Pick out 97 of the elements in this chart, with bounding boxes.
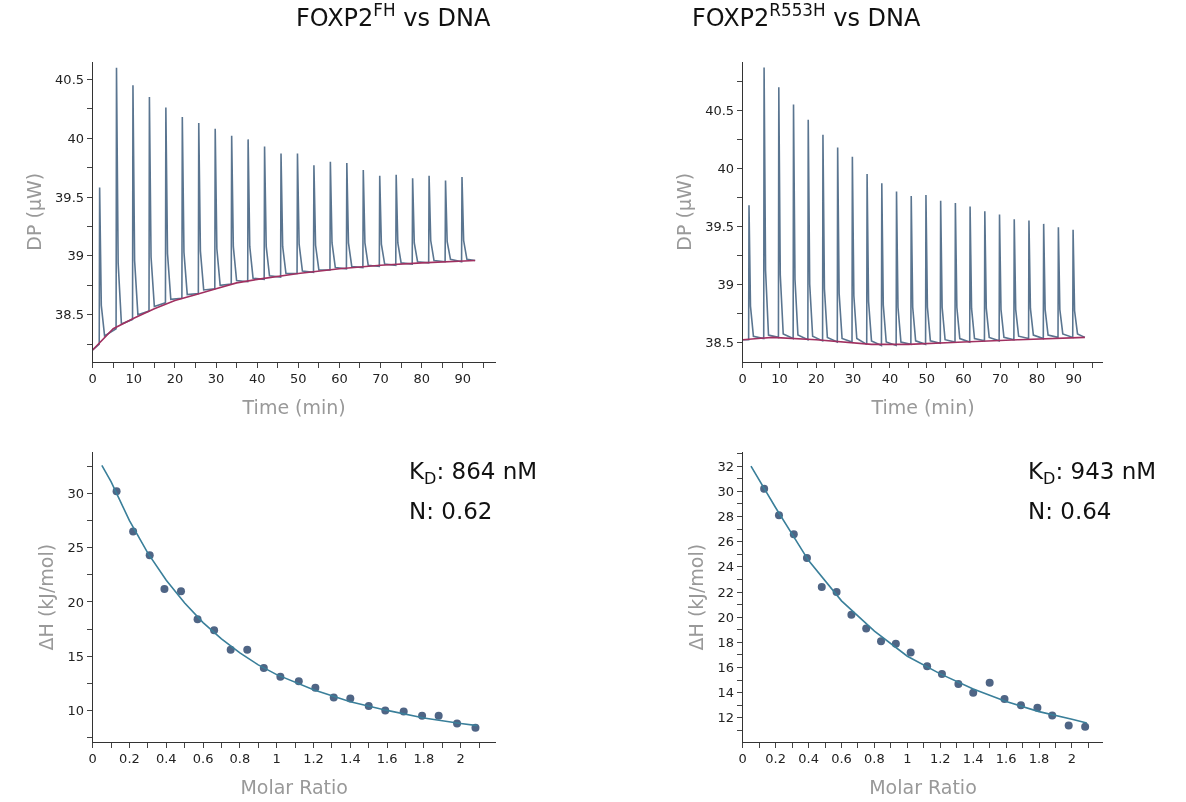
point bbox=[176, 587, 185, 596]
point bbox=[1064, 721, 1073, 730]
x-tick-label: 0 bbox=[88, 371, 97, 387]
y-tick-label: 20 bbox=[67, 594, 85, 610]
x-tick-label: 70 bbox=[372, 371, 389, 387]
y-tick-label: 30 bbox=[717, 483, 735, 499]
x-tick-label: 0.8 bbox=[864, 751, 885, 767]
x-tick-label: 0.2 bbox=[119, 751, 140, 767]
x-tick-label: 1.6 bbox=[995, 751, 1017, 767]
x-tick-label: 2 bbox=[456, 751, 465, 767]
x-tick-label: 70 bbox=[991, 371, 1009, 387]
annotation: N: 0.64 bbox=[1028, 498, 1112, 524]
x-tick-label: 0.6 bbox=[831, 751, 852, 767]
x-tick-label: 1.6 bbox=[376, 751, 398, 767]
y-tick-label: 28 bbox=[717, 509, 735, 525]
point bbox=[243, 645, 252, 654]
y-tick-label: 32 bbox=[717, 458, 735, 474]
y-tick-label: 15 bbox=[67, 648, 85, 664]
x-tick-label: 0.6 bbox=[192, 751, 214, 767]
chart-title: FOXP2$^{FH}$ vs DNA bbox=[296, 0, 492, 33]
x-tick-label: 0.4 bbox=[798, 751, 819, 767]
annotation: N: 0.62 bbox=[409, 498, 493, 524]
y-tick-label: 30 bbox=[67, 486, 85, 502]
y-tick-label: 26 bbox=[717, 534, 735, 550]
x-tick-label: 10 bbox=[125, 371, 143, 387]
x-tick-label: 1 bbox=[903, 751, 912, 767]
point bbox=[985, 678, 994, 687]
x-tick-label: 0 bbox=[738, 751, 747, 767]
x-tick-label: 80 bbox=[1028, 371, 1046, 387]
x-tick-label: 30 bbox=[207, 371, 225, 387]
point bbox=[877, 637, 886, 646]
chart-title: FOXP2$^{R553H}$ vs DNA bbox=[692, 0, 922, 33]
x-tick-label: 90 bbox=[454, 371, 472, 387]
x-tick-label: 1.4 bbox=[339, 751, 361, 767]
y-tick-label: 10 bbox=[67, 702, 85, 718]
y-axis-title: ΔH (kJ/mol) bbox=[685, 543, 708, 651]
point bbox=[160, 584, 169, 593]
y-tick-label: 39 bbox=[717, 276, 735, 292]
x-tick-label: 50 bbox=[290, 371, 307, 387]
point bbox=[847, 610, 856, 619]
y-tick-label: 40.5 bbox=[705, 102, 735, 118]
y-tick-label: 25 bbox=[67, 540, 85, 556]
x-tick-label: 1.8 bbox=[1028, 751, 1050, 767]
x-tick-label: 0 bbox=[88, 751, 97, 767]
y-tick-label: 14 bbox=[717, 685, 735, 701]
y-tick-label: 40.5 bbox=[55, 71, 85, 87]
x-tick-label: 1.2 bbox=[929, 751, 951, 767]
y-tick-label: 39 bbox=[67, 248, 85, 264]
x-tick-label: 2 bbox=[1067, 751, 1077, 767]
x-tick-label: 20 bbox=[166, 371, 184, 387]
y-tick-label: 40 bbox=[67, 130, 85, 146]
x-tick-label: 60 bbox=[955, 371, 972, 387]
x-tick-label: 1.2 bbox=[303, 751, 324, 767]
x-tick-label: 10 bbox=[771, 371, 788, 387]
y-axis-title: DP (µW) bbox=[22, 172, 45, 251]
y-tick-label: 20 bbox=[717, 609, 735, 625]
point bbox=[862, 624, 871, 633]
point bbox=[1081, 722, 1090, 731]
x-tick-label: 30 bbox=[844, 371, 862, 387]
x-tick-label: 0 bbox=[738, 371, 747, 387]
x-tick-label: 0.2 bbox=[765, 751, 787, 767]
x-tick-label: 0.4 bbox=[155, 751, 177, 767]
y-tick-label: 22 bbox=[717, 584, 735, 600]
y-tick-label: 12 bbox=[717, 710, 735, 726]
y-tick-label: 16 bbox=[717, 660, 735, 676]
y-tick-label: 18 bbox=[717, 634, 735, 650]
point bbox=[906, 648, 915, 657]
x-tick-label: 80 bbox=[413, 371, 430, 387]
x-axis-title: Molar Ratio bbox=[240, 776, 348, 799]
x-tick-label: 40 bbox=[248, 371, 266, 387]
annotation: K$_{D}$: 943 nM bbox=[1028, 458, 1157, 488]
x-tick-label: 40 bbox=[881, 371, 899, 387]
point bbox=[434, 711, 443, 720]
y-tick-label: 38.5 bbox=[55, 307, 85, 323]
y-tick-label: 39.5 bbox=[55, 189, 85, 205]
x-axis-title: Time (min) bbox=[870, 396, 975, 419]
x-axis-title: Time (min) bbox=[241, 396, 346, 419]
y-axis-title: DP (µW) bbox=[673, 172, 696, 251]
point bbox=[817, 583, 826, 592]
x-tick-label: 0.8 bbox=[229, 751, 251, 767]
point bbox=[969, 688, 978, 697]
y-tick-label: 38.5 bbox=[705, 334, 735, 350]
x-tick-label: 90 bbox=[1065, 371, 1083, 387]
line-series bbox=[92, 259, 476, 351]
x-tick-label: 60 bbox=[331, 371, 348, 387]
y-axis-title: ΔH (kJ/mol) bbox=[35, 543, 58, 651]
y-tick-label: 40 bbox=[717, 160, 735, 176]
y-tick-label: 24 bbox=[717, 559, 735, 575]
line-series bbox=[742, 336, 1086, 346]
x-tick-label: 1.8 bbox=[413, 751, 435, 767]
x-axis-title: Molar Ratio bbox=[869, 776, 977, 799]
annotation: K$_{D}$: 864 nM bbox=[409, 458, 538, 488]
x-tick-label: 50 bbox=[918, 371, 935, 387]
x-tick-label: 20 bbox=[808, 371, 825, 387]
y-tick-label: 39.5 bbox=[705, 218, 735, 234]
x-tick-label: 1 bbox=[272, 751, 281, 767]
x-tick-label: 1.4 bbox=[962, 751, 984, 767]
